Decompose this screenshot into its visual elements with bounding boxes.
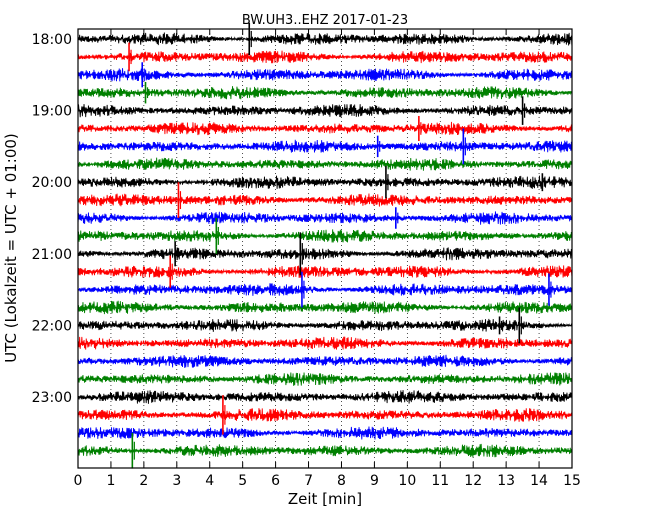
trace-2115 xyxy=(77,265,573,278)
trace-2045 xyxy=(77,229,573,243)
x-tick-label: 6 xyxy=(271,473,280,489)
trace-2130 xyxy=(77,283,573,296)
x-tick-label: 13 xyxy=(497,473,515,489)
trace-1815 xyxy=(77,50,573,64)
trace-2245 xyxy=(77,372,573,386)
trace-2215 xyxy=(77,336,573,350)
x-tick-label: 3 xyxy=(172,473,181,489)
y-tick-label: 20:00 xyxy=(32,175,72,191)
trace-2330 xyxy=(77,426,573,440)
x-tick-label: 10 xyxy=(398,473,416,489)
x-tick-label: 14 xyxy=(530,473,548,489)
trace-2230 xyxy=(77,354,573,368)
trace-2030 xyxy=(77,211,573,225)
y-tick-label: 18:00 xyxy=(32,32,72,48)
x-axis-label: Zeit [min] xyxy=(288,490,362,508)
x-tick-label: 2 xyxy=(139,473,148,489)
x-tick-label: 4 xyxy=(205,473,214,489)
trace-2145 xyxy=(77,300,573,315)
plot-frame xyxy=(77,28,573,469)
x-tick-label: 11 xyxy=(431,473,449,489)
x-tick-label: 5 xyxy=(238,473,247,489)
trace-1845 xyxy=(77,86,573,100)
x-tick-label: 1 xyxy=(106,473,115,489)
x-tick-label: 8 xyxy=(337,473,346,489)
trace-2100 xyxy=(77,247,573,261)
y-axis: 18:00 19:00 20:00 21:00 22:00 23:00 xyxy=(32,32,84,406)
trace-2000 xyxy=(77,175,573,189)
x-tick-label: 12 xyxy=(464,473,482,489)
chart-title: BW.UH3..EHZ 2017-01-23 xyxy=(242,13,408,28)
trace-1945 xyxy=(77,157,573,171)
trace-2200 xyxy=(77,318,573,332)
trace-2315 xyxy=(77,408,573,422)
x-tick-label: 7 xyxy=(304,473,313,489)
trace-2300 xyxy=(77,390,573,404)
y-tick-label: 23:00 xyxy=(32,390,72,406)
x-axis: 0 1 2 3 4 5 6 7 8 9 10 11 12 13 14 15 xyxy=(74,29,581,489)
spikes xyxy=(128,22,552,469)
y-tick-label: 21:00 xyxy=(32,247,72,263)
trace-1830 xyxy=(77,68,573,82)
y-tick-label: 19:00 xyxy=(32,104,72,120)
y-tick-label: 22:00 xyxy=(32,318,72,334)
trace-1800 xyxy=(77,32,573,46)
trace-1915 xyxy=(77,121,573,136)
x-tick-label: 0 xyxy=(74,473,83,489)
trace-1930 xyxy=(77,139,573,153)
x-tick-label: 9 xyxy=(370,473,379,489)
trace-1900 xyxy=(77,104,573,118)
x-tick-label: 15 xyxy=(563,473,581,489)
trace-2345 xyxy=(77,443,573,458)
y-axis-label: UTC (Lokalzeit = UTC + 01:00) xyxy=(2,133,20,363)
trace-2015 xyxy=(77,193,573,207)
traces xyxy=(77,32,573,458)
